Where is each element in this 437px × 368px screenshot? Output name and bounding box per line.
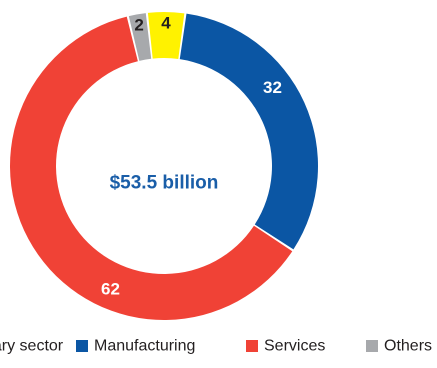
slice-others <box>128 13 152 61</box>
legend-label-manufacturing: Manufacturing <box>94 338 195 355</box>
slice-label-manufacturing: 32 <box>263 78 282 97</box>
legend-label-primary-sector: Primary sector <box>0 338 64 355</box>
legend-label-services: Services <box>264 338 325 355</box>
legend-swatch-others <box>366 340 378 352</box>
legend-item-services: Services <box>246 338 325 355</box>
slice-label-others: 2 <box>134 16 143 35</box>
slice-services <box>10 16 293 320</box>
slice-label-services: 62 <box>101 279 120 298</box>
donut-slices <box>10 12 318 320</box>
legend-item-primary-sector: Primary sector <box>0 338 64 355</box>
slice-manufacturing <box>179 13 318 250</box>
legend-swatch-services <box>246 340 258 352</box>
legend-item-others: Others <box>366 338 432 355</box>
slice-label-primary-sector: 4 <box>161 14 171 33</box>
legend-item-manufacturing: Manufacturing <box>76 338 195 355</box>
legend: Primary sector Manufacturing Services Other… <box>0 338 432 355</box>
legend-label-others: Others <box>384 338 432 355</box>
center-total-label: $53.5 billion <box>110 173 219 194</box>
slice-labels: 32 62 2 4 <box>101 14 282 299</box>
legend-swatch-manufacturing <box>76 340 88 352</box>
slice-primary-sector <box>147 12 185 59</box>
